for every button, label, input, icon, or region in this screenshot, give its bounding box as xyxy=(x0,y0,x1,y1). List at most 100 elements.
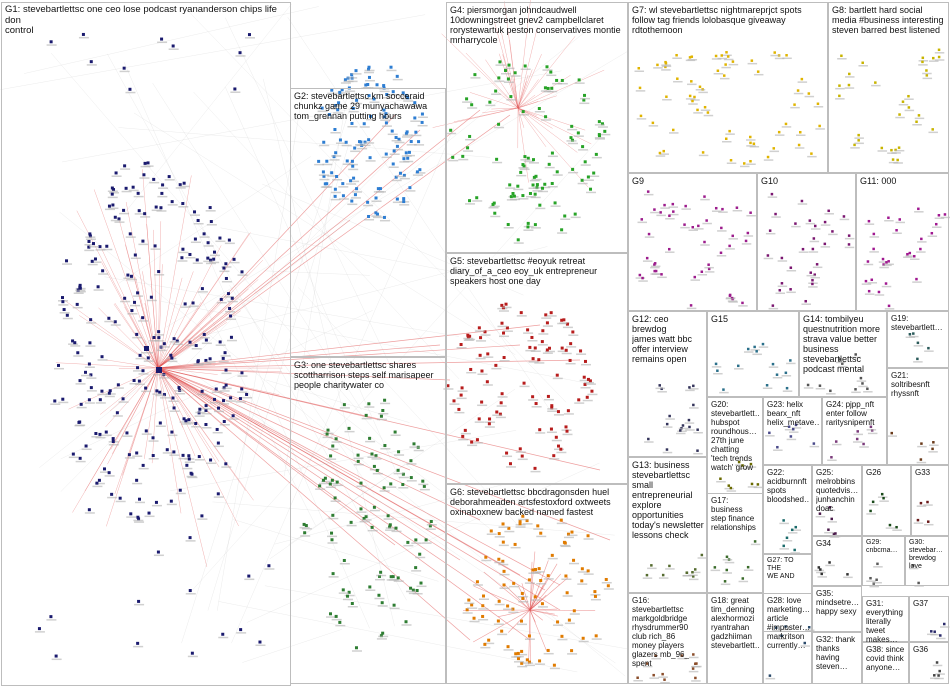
graph-node xyxy=(729,486,733,490)
graph-node xyxy=(780,282,784,285)
graph-node-label xyxy=(392,201,403,204)
group-panel-g37: G37 xyxy=(909,596,949,642)
graph-node-label xyxy=(205,262,216,265)
graph-node-label xyxy=(331,155,342,157)
graph-node-label xyxy=(299,526,310,529)
graph-node-label xyxy=(330,500,341,502)
group-label-g2: G2: stevebartlettsc km socceraid chunkz … xyxy=(294,91,428,121)
graph-node-label xyxy=(728,301,738,303)
graph-node xyxy=(692,653,695,656)
graph-node xyxy=(600,122,604,126)
graph-node xyxy=(202,332,206,336)
graph-node xyxy=(350,199,354,203)
graph-node xyxy=(693,275,697,279)
graph-node-label xyxy=(655,155,666,157)
graph-node-label xyxy=(657,391,667,393)
graph-node-label xyxy=(344,90,355,92)
graph-node-label xyxy=(523,332,534,334)
graph-node-label xyxy=(177,260,188,262)
graph-node xyxy=(414,130,418,134)
graph-node-label xyxy=(791,225,801,228)
graph-node-label xyxy=(567,534,578,537)
graph-node-label xyxy=(741,243,752,245)
graph-node-label xyxy=(327,535,338,538)
graph-node-label xyxy=(157,41,168,44)
graph-node-label xyxy=(474,421,485,423)
graph-node xyxy=(572,609,576,613)
graph-node-label xyxy=(133,519,144,522)
graph-node xyxy=(554,435,558,439)
graph-node-label xyxy=(498,526,509,528)
graph-node-label xyxy=(544,350,555,353)
graph-node xyxy=(528,345,532,349)
graph-node xyxy=(530,335,534,339)
graph-node xyxy=(872,247,875,251)
graph-node-label xyxy=(197,393,208,396)
graph-node xyxy=(907,106,911,109)
graph-node xyxy=(661,672,664,676)
graph-node-label xyxy=(474,330,485,332)
graph-node-label xyxy=(913,361,923,363)
graph-node-label xyxy=(135,357,146,360)
graph-node xyxy=(334,437,338,441)
graph-node xyxy=(872,582,875,585)
graph-node xyxy=(911,564,915,567)
graph-edge xyxy=(197,291,316,526)
graph-node-label xyxy=(153,554,164,557)
graph-node xyxy=(680,654,683,657)
graph-edge xyxy=(233,519,439,582)
graph-node-label xyxy=(128,189,139,192)
graph-node-label xyxy=(650,273,660,275)
graph-node xyxy=(589,187,593,191)
graph-node xyxy=(586,175,590,179)
graph-node-label xyxy=(779,548,789,550)
graph-node xyxy=(84,444,88,448)
graph-node xyxy=(594,152,598,156)
graph-node xyxy=(452,399,456,403)
graph-node xyxy=(465,97,469,101)
graph-node-label xyxy=(385,527,396,529)
graph-node-label xyxy=(221,280,232,283)
graph-node-label xyxy=(765,435,775,437)
graph-edge xyxy=(225,87,403,487)
graph-node xyxy=(785,386,789,390)
graph-node xyxy=(342,403,346,407)
graph-node xyxy=(79,402,83,406)
graph-edge xyxy=(157,175,192,369)
graph-node xyxy=(665,448,669,451)
graph-node-label xyxy=(704,266,714,269)
graph-node xyxy=(525,519,529,523)
graph-node xyxy=(136,191,140,195)
graph-node xyxy=(302,522,306,526)
graph-node-label xyxy=(414,144,425,146)
graph-node-label xyxy=(149,181,160,184)
graph-node-label xyxy=(364,406,375,408)
graph-node-label xyxy=(107,190,118,193)
graph-node xyxy=(728,244,731,248)
graph-edge xyxy=(517,36,576,109)
graph-node-label xyxy=(542,69,553,71)
graph-node-label xyxy=(317,110,328,113)
graph-node xyxy=(705,219,708,222)
graph-node-label xyxy=(858,385,868,388)
graph-edge xyxy=(51,52,383,440)
graph-node xyxy=(656,63,659,67)
graph-node-label xyxy=(322,163,333,166)
graph-node-label xyxy=(365,589,376,591)
graph-node xyxy=(870,278,874,282)
graph-node xyxy=(654,654,657,657)
graph-node-label xyxy=(574,82,585,84)
graph-node-label xyxy=(711,210,722,212)
graph-node xyxy=(696,108,699,112)
graph-node-label xyxy=(589,175,600,178)
graph-node xyxy=(229,335,233,339)
group-panel-g2: G2: stevebartlettsc km socceraid chunkz … xyxy=(290,88,446,357)
graph-node-label xyxy=(923,523,934,526)
graph-node xyxy=(541,186,545,190)
graph-node-label xyxy=(517,595,528,598)
graph-node xyxy=(749,135,752,139)
graph-node-label xyxy=(597,126,608,128)
graph-edge xyxy=(157,301,202,369)
graph-node-label xyxy=(523,160,534,163)
graph-node-label xyxy=(162,452,173,454)
